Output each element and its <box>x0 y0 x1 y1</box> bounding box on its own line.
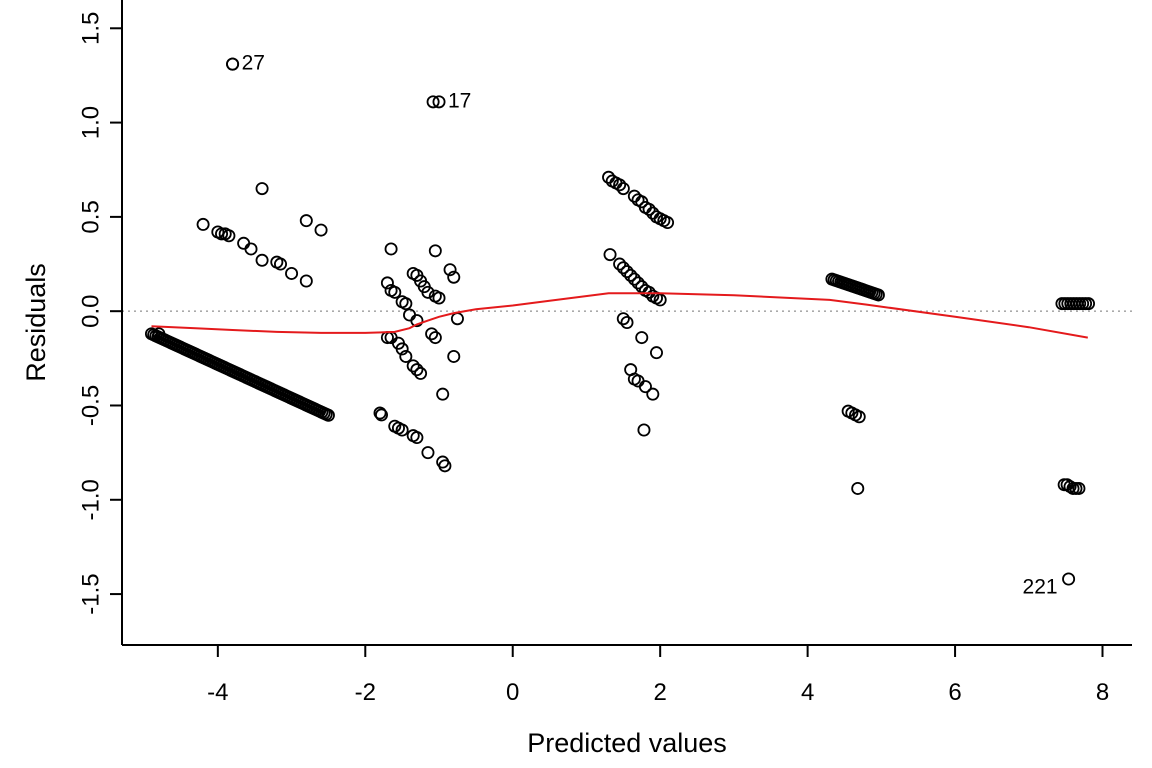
data-point <box>285 266 299 280</box>
data-point <box>852 410 866 424</box>
outlier-label: 221 <box>1023 576 1058 599</box>
y-tick-label: 1.5 <box>77 12 104 45</box>
outlier-label: 17 <box>448 89 471 112</box>
data-point <box>646 387 660 401</box>
data-point <box>432 291 446 305</box>
data-point <box>406 359 420 373</box>
x-tick-label: 4 <box>801 679 814 706</box>
data-point <box>425 327 439 341</box>
data-point <box>871 288 885 302</box>
data-point <box>421 446 435 460</box>
data-point <box>620 315 634 329</box>
data-point <box>661 216 675 230</box>
data-point <box>395 423 409 437</box>
smoother-line <box>151 292 1088 339</box>
data-point <box>649 346 663 360</box>
data-point <box>635 331 649 345</box>
y-tick-label: 0.0 <box>77 294 104 327</box>
data-point <box>616 312 630 326</box>
data-point <box>428 331 442 345</box>
axes: -4 -2 0 2 4 6 8 -1.5 -1.0 -0.5 0.0 0.5 1.0 1.5 <box>77 0 1132 706</box>
data-point <box>255 182 269 196</box>
data-point <box>631 276 645 290</box>
data-point <box>373 406 387 420</box>
data-point <box>380 276 394 290</box>
data-point <box>388 285 402 299</box>
data-point <box>414 366 428 380</box>
data-point <box>447 349 461 363</box>
outlier-point <box>432 95 446 109</box>
data-point <box>255 253 269 267</box>
data-point <box>436 387 450 401</box>
data-point <box>447 270 461 284</box>
data-point <box>299 274 313 288</box>
data-point <box>222 229 236 243</box>
data-point <box>410 431 424 445</box>
data-point <box>410 314 424 328</box>
data-point <box>421 285 435 299</box>
y-tick-label: 1.0 <box>77 106 104 139</box>
y-axis-ticks: -1.5 -1.0 -0.5 0.0 0.5 1.0 1.5 <box>77 12 122 615</box>
data-point <box>1072 481 1086 495</box>
point-labels: 27 17 221 <box>226 52 1076 599</box>
data-point <box>620 265 634 279</box>
x-tick-label: 6 <box>948 679 961 706</box>
data-point <box>237 236 251 250</box>
data-point <box>384 242 398 256</box>
data-point <box>410 363 424 377</box>
y-tick-label: -1.0 <box>77 479 104 520</box>
x-axis-title: Predicted values <box>527 728 727 758</box>
data-point <box>1082 297 1096 311</box>
y-tick-label: -1.5 <box>77 573 104 614</box>
data-point <box>624 268 638 282</box>
data-point <box>638 380 652 394</box>
data-point <box>196 217 210 231</box>
data-point <box>443 263 457 277</box>
outlier-label: 27 <box>242 52 265 75</box>
x-tick-label: -2 <box>355 679 376 706</box>
data-point <box>321 408 335 422</box>
data-point <box>428 244 442 258</box>
data-point <box>613 178 627 192</box>
y-tick-label: 0.5 <box>77 200 104 233</box>
data-point <box>426 95 440 109</box>
data-point <box>631 374 645 388</box>
x-tick-label: 0 <box>506 679 519 706</box>
data-point <box>299 214 313 228</box>
data-point <box>616 261 630 275</box>
data-point <box>616 182 630 196</box>
outlier-point <box>226 57 240 71</box>
data-point <box>395 342 409 356</box>
data-point <box>603 248 617 262</box>
data-points <box>144 57 1096 495</box>
data-point <box>438 459 452 473</box>
x-tick-label: 2 <box>653 679 666 706</box>
x-axis-ticks: -4 -2 0 2 4 6 8 <box>207 645 1109 706</box>
x-tick-label: 8 <box>1096 679 1109 706</box>
data-point <box>637 423 651 437</box>
data-point <box>375 408 389 422</box>
data-point <box>642 202 656 216</box>
outlier-point <box>1062 572 1076 586</box>
data-point <box>403 308 417 322</box>
data-point <box>851 481 865 495</box>
data-point <box>215 227 229 241</box>
data-point <box>314 223 328 237</box>
y-tick-label: -0.5 <box>77 385 104 426</box>
data-point <box>399 349 413 363</box>
data-point <box>613 257 627 271</box>
data-point <box>274 257 288 271</box>
data-point <box>399 297 413 311</box>
plot-area: 27 17 221 <box>122 52 1132 599</box>
x-tick-label: -4 <box>207 679 228 706</box>
y-axis-title: Residuals <box>21 263 51 382</box>
data-point <box>627 272 641 286</box>
data-point <box>244 242 258 256</box>
data-point <box>450 312 464 326</box>
